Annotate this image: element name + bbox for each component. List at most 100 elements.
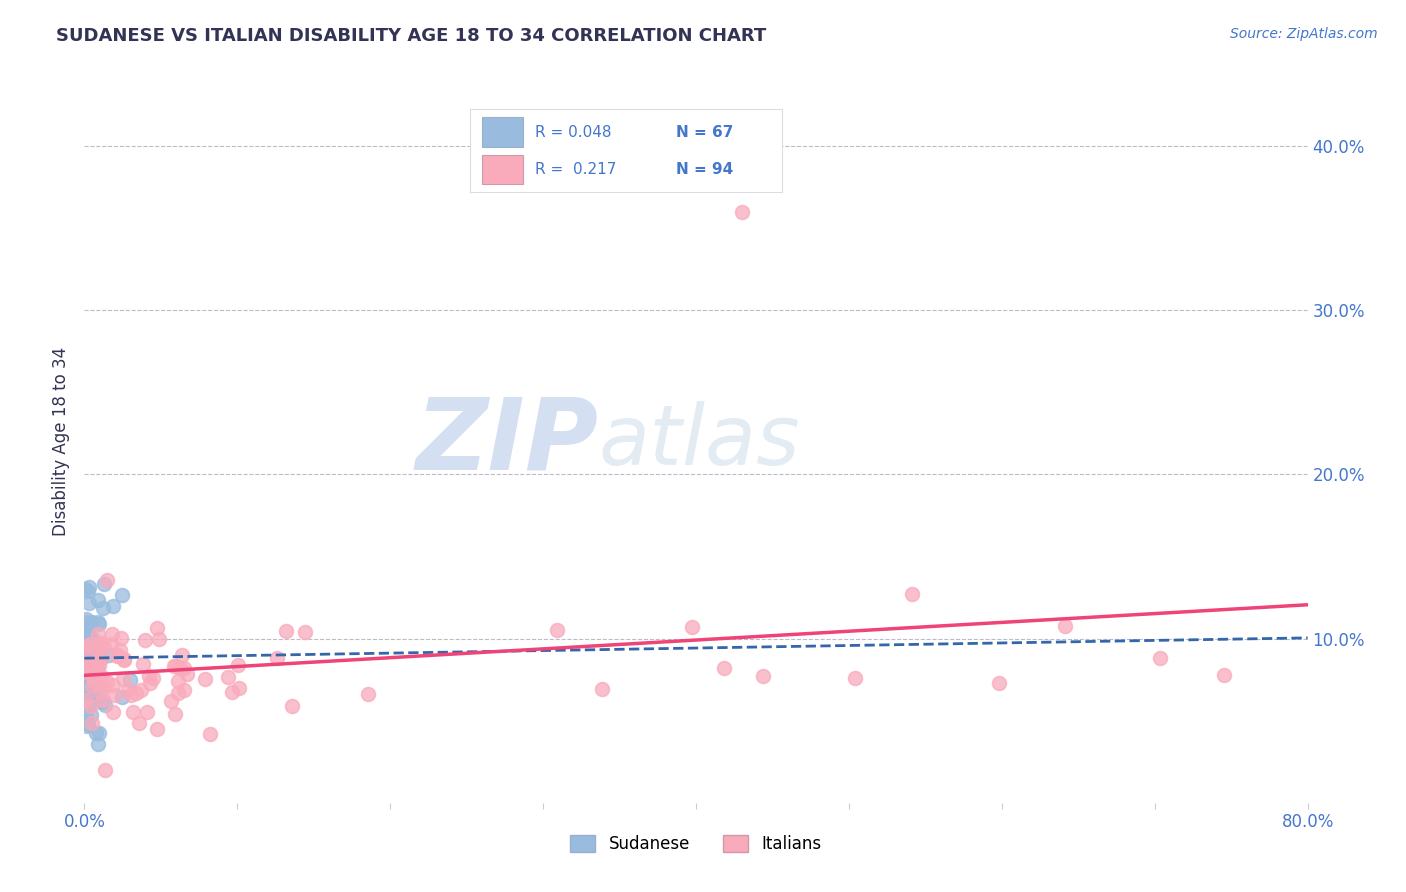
Point xyxy=(128,716,150,731)
Point xyxy=(103,599,125,613)
Point xyxy=(75,665,97,679)
Point xyxy=(91,670,114,684)
Point xyxy=(79,648,101,663)
Point xyxy=(89,617,111,632)
Point xyxy=(194,672,217,686)
Legend: Sudanese, Italians: Sudanese, Italians xyxy=(564,828,828,860)
Point xyxy=(79,632,101,646)
Point xyxy=(75,693,97,707)
Point xyxy=(100,627,122,641)
Point xyxy=(118,673,141,687)
Point xyxy=(76,583,98,598)
Point xyxy=(76,619,98,633)
Point xyxy=(87,637,110,651)
Text: ZIP: ZIP xyxy=(415,393,598,490)
Point xyxy=(731,204,754,219)
Point xyxy=(75,620,97,634)
Point xyxy=(166,673,188,688)
Point xyxy=(86,592,108,607)
Point xyxy=(163,659,186,673)
Point xyxy=(77,640,100,654)
Point xyxy=(87,627,110,641)
Point xyxy=(90,650,112,665)
Point xyxy=(83,640,105,655)
Point xyxy=(77,597,100,611)
Point xyxy=(357,687,380,701)
Point xyxy=(75,666,97,681)
Point xyxy=(80,679,103,693)
Point xyxy=(80,690,103,705)
Point xyxy=(77,661,100,675)
Point xyxy=(844,671,866,685)
Point xyxy=(75,656,97,670)
Point xyxy=(89,659,111,673)
Point xyxy=(75,621,97,635)
Point xyxy=(77,694,100,708)
Point xyxy=(77,631,100,645)
Point xyxy=(80,707,103,722)
Point xyxy=(176,667,198,681)
Point xyxy=(76,673,98,687)
Point xyxy=(75,612,97,626)
Point xyxy=(110,631,132,645)
Point xyxy=(75,657,97,672)
Point xyxy=(75,658,97,673)
Point xyxy=(160,694,183,708)
Point xyxy=(266,651,288,665)
Point xyxy=(77,667,100,681)
Point xyxy=(79,637,101,651)
Point xyxy=(1053,618,1076,632)
Point xyxy=(173,661,195,675)
Point xyxy=(111,690,134,704)
Point xyxy=(100,637,122,651)
Point xyxy=(217,670,239,684)
Point xyxy=(141,671,163,685)
Point xyxy=(76,644,98,658)
Point xyxy=(134,633,156,648)
Point xyxy=(1213,668,1236,682)
Point xyxy=(76,638,98,652)
Point xyxy=(83,674,105,689)
Point xyxy=(752,669,775,683)
Point xyxy=(713,661,735,675)
Point xyxy=(75,667,97,681)
Point xyxy=(89,726,111,740)
Point xyxy=(101,678,124,692)
Point xyxy=(76,718,98,732)
Point xyxy=(93,693,115,707)
Point xyxy=(93,577,115,591)
Point xyxy=(80,715,103,730)
Point xyxy=(96,573,118,587)
Point xyxy=(79,664,101,678)
Point xyxy=(112,672,135,686)
Point xyxy=(86,652,108,666)
Point xyxy=(901,587,924,601)
Point xyxy=(93,640,115,654)
Point xyxy=(138,668,160,682)
Point xyxy=(86,662,108,676)
Point xyxy=(76,643,98,657)
Point xyxy=(80,632,103,646)
Point xyxy=(75,651,97,665)
Point xyxy=(122,705,145,719)
Point xyxy=(83,670,105,684)
Point xyxy=(86,615,108,630)
Point xyxy=(117,682,139,697)
Point xyxy=(87,673,110,687)
Point xyxy=(75,582,97,596)
Point xyxy=(132,657,155,671)
Text: SUDANESE VS ITALIAN DISABILITY AGE 18 TO 34 CORRELATION CHART: SUDANESE VS ITALIAN DISABILITY AGE 18 TO… xyxy=(56,27,766,45)
Point xyxy=(200,727,222,741)
Point xyxy=(94,698,117,712)
Point xyxy=(89,640,111,654)
Point xyxy=(82,666,104,681)
Point xyxy=(79,657,101,672)
Point xyxy=(274,624,297,639)
Point xyxy=(83,686,105,700)
Point xyxy=(77,618,100,632)
Point xyxy=(89,685,111,699)
Point xyxy=(77,681,100,695)
Point xyxy=(681,620,703,634)
Point xyxy=(77,650,100,665)
Point xyxy=(89,682,111,697)
